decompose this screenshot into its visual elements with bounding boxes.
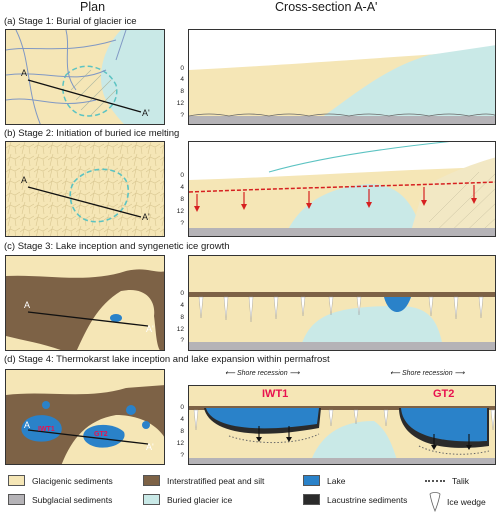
stage-d-label: (d) Stage 4: Thermokarst lake inception … — [4, 354, 330, 365]
stage-c-title: Stage 3: Lake inception and syngenetic i… — [17, 241, 230, 252]
plan-a-label-a: A — [21, 68, 28, 78]
stage-d-title: Stage 4: Thermokarst lake inception and … — [18, 354, 330, 365]
stage-a-title: Stage 1: Burial of glacier ice — [18, 16, 137, 27]
legend-swatch-ice — [143, 494, 160, 505]
section-d-drawing — [189, 386, 495, 464]
plan-d-label-iwt1: IWT1 — [38, 426, 55, 433]
shore-recession-left: ⟵ Shore recession ⟶ — [225, 370, 300, 377]
plan-panel-c: A A' — [5, 255, 165, 351]
legend-label-talik: Talik — [452, 476, 470, 486]
stage-a-letter: (a) — [4, 16, 16, 27]
plan-c-label-a-prime: A' — [146, 324, 154, 334]
legend-swatch-glacigenic — [8, 475, 25, 486]
legend-label-ice-wedge: Ice wedge — [447, 497, 486, 507]
stage-c-label: (c) Stage 3: Lake inception and syngenet… — [4, 241, 230, 252]
cross-section-header: Cross-section A-A' — [275, 0, 378, 14]
legend-swatch-lacustrine — [303, 494, 320, 505]
stage-b-title: Stage 2: Initiation of buried ice meltin… — [18, 128, 180, 139]
legend-label-peat: Interstratified peat and silt — [167, 476, 265, 486]
plan-panel-d: A A' IWT1 GT2 — [5, 369, 165, 465]
arrow-left-icon: ⟵ — [225, 370, 236, 377]
plan-b-drawing — [6, 142, 164, 236]
plan-a-drawing — [6, 30, 164, 124]
plan-panel-a: A A' — [5, 29, 165, 125]
stage-b-letter: (b) — [4, 128, 16, 139]
stage-c-letter: (c) — [4, 241, 16, 252]
legend-label-ice: Buried glacier ice — [167, 495, 233, 505]
plan-panel-b: A A' — [5, 141, 165, 237]
legend-swatch-subglacial — [8, 494, 25, 505]
legend-label-subglacial: Subglacial sediments — [32, 495, 113, 505]
plan-d-label-gt2: GT2 — [94, 431, 108, 438]
arrow-right-icon: ⟶ — [289, 370, 300, 377]
section-panel-b — [188, 141, 496, 237]
section-panel-d — [188, 385, 496, 465]
plan-d-label-a: A — [24, 420, 31, 430]
arrow-left-icon: ⟵ — [390, 370, 401, 377]
arrow-right-icon: ⟶ — [454, 370, 465, 377]
plan-c-drawing — [6, 256, 164, 350]
plan-b-label-a-prime: A' — [142, 212, 150, 222]
section-b-drawing — [189, 142, 495, 236]
plan-d-drawing — [6, 370, 164, 464]
stage-d-letter: (d) — [4, 354, 16, 365]
section-panel-a — [188, 29, 496, 125]
legend-label-glacigenic: Glacigenic sediments — [32, 476, 113, 486]
legend-swatch-lake — [303, 475, 320, 486]
legend-talik-icon — [425, 480, 445, 482]
plan-header: Plan — [80, 0, 106, 14]
section-c-drawing — [189, 256, 495, 350]
shore-recession-right: ⟵ Shore recession ⟶ — [390, 370, 465, 377]
stage-b-label: (b) Stage 2: Initiation of buried ice me… — [4, 128, 179, 139]
section-a-drawing — [189, 45, 495, 124]
plan-a-label-a-prime: A' — [142, 108, 150, 118]
lake-label-iwt1: IWT1 — [262, 388, 289, 400]
plan-c-label-a: A — [24, 300, 31, 310]
legend-label-lake: Lake — [327, 476, 346, 486]
stage-a-label: (a) Stage 1: Burial of glacier ice — [4, 16, 137, 27]
legend-swatch-peat — [143, 475, 160, 486]
legend-label-lacustrine: Lacustrine sediments — [327, 495, 408, 505]
legend-ice-wedge-icon — [429, 492, 441, 512]
plan-d-label-a-prime: A' — [146, 442, 154, 452]
section-panel-c — [188, 255, 496, 351]
plan-b-label-a: A — [21, 175, 28, 185]
lake-label-gt2: GT2 — [433, 388, 455, 400]
